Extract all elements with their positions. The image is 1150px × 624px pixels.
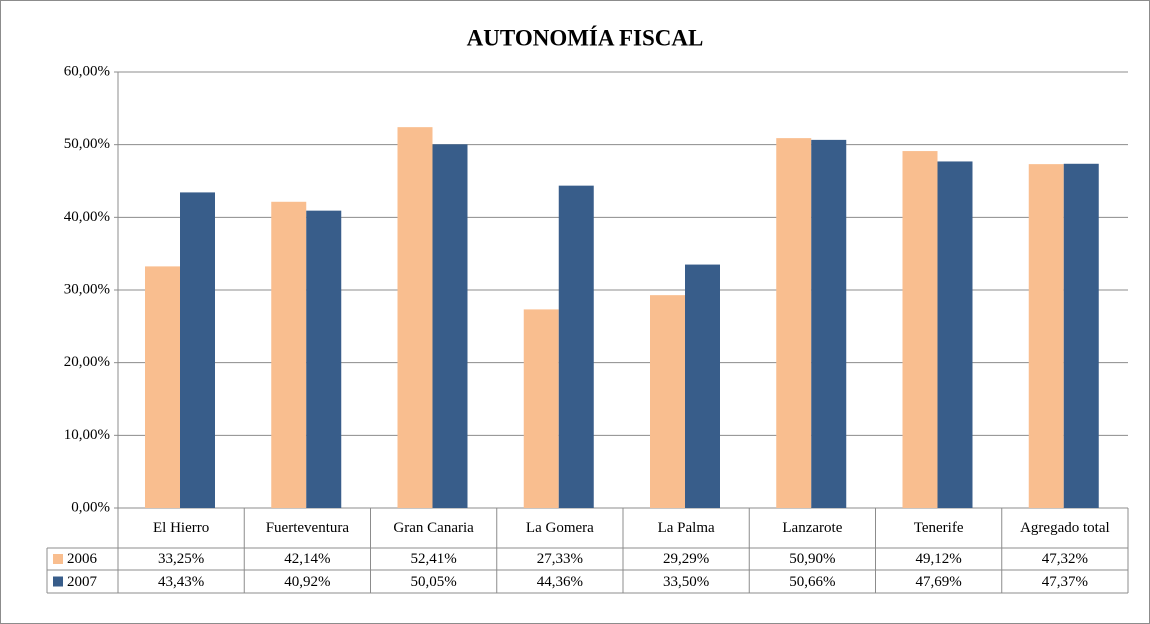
x-tick-label: La Gomera <box>525 520 594 536</box>
bar <box>1028 164 1064 508</box>
y-tick-label: 10,00% <box>64 427 110 443</box>
bar <box>180 192 215 508</box>
bar <box>685 264 720 508</box>
data-label: 33,50% <box>663 573 710 590</box>
x-tick-label: El Hierro <box>153 520 210 536</box>
x-tick-label: Agregado total <box>1020 520 1110 536</box>
legend-swatch <box>53 554 63 564</box>
data-label: 47,69% <box>915 573 962 590</box>
data-label: 47,37% <box>1041 573 1088 590</box>
bar <box>937 161 973 508</box>
chart-title: AUTONOMÍA FISCAL <box>467 25 704 50</box>
data-label: 49,12% <box>915 551 962 567</box>
y-tick-label: 0,00% <box>71 499 110 515</box>
bar <box>306 210 342 508</box>
bar <box>811 139 847 508</box>
data-label: 47,32% <box>1041 551 1088 567</box>
x-tick-label: Gran Canaria <box>393 520 474 536</box>
x-tick-label: La Palma <box>657 520 715 536</box>
x-tick-label: Lanzarote <box>782 520 843 536</box>
bar <box>1063 163 1099 508</box>
data-label: 44,36% <box>536 573 583 590</box>
bar <box>776 138 812 509</box>
bar <box>271 201 307 509</box>
bar <box>650 295 685 508</box>
y-tick-label: 60,00% <box>64 63 110 79</box>
data-label: 50,90% <box>789 551 836 567</box>
x-tick-label: Tenerife <box>913 520 964 536</box>
x-tick-label: Fuerteventura <box>265 520 350 536</box>
data-label: 50,66% <box>789 573 836 590</box>
y-tick-label: 50,00% <box>64 136 110 152</box>
legend-label: 2006 <box>67 551 97 567</box>
data-label: 42,14% <box>284 551 331 567</box>
legend-label: 2007 <box>67 573 97 590</box>
bar <box>558 185 594 508</box>
data-label: 50,05% <box>410 573 457 590</box>
bar <box>145 266 180 508</box>
data-label: 33,25% <box>158 551 205 567</box>
data-label: 43,43% <box>158 573 205 590</box>
bar <box>523 309 559 508</box>
y-tick-label: 30,00% <box>64 281 110 297</box>
bar <box>902 151 938 508</box>
bar <box>397 127 433 509</box>
data-label: 29,29% <box>663 551 710 567</box>
data-label: 40,92% <box>284 573 331 590</box>
data-label: 27,33% <box>536 551 583 567</box>
y-tick-label: 40,00% <box>64 209 110 225</box>
y-tick-label: 20,00% <box>64 354 110 370</box>
bar <box>432 144 468 508</box>
legend-swatch <box>53 576 63 587</box>
data-label: 52,41% <box>410 551 457 567</box>
